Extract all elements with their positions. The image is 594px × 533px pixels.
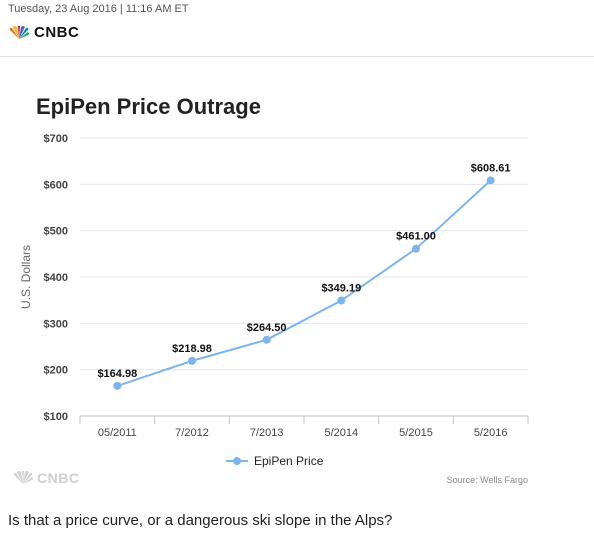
- y-tick-label: $700: [44, 133, 68, 145]
- x-tick-label: 7/2013: [250, 427, 284, 439]
- legend-label: EpiPen Price: [254, 454, 324, 468]
- cnbc-logo[interactable]: CNBC: [8, 24, 79, 41]
- data-label: $608.61: [471, 162, 511, 174]
- footer-cnbc-logo: CNBC: [12, 470, 79, 486]
- x-tick-label: 05/2011: [98, 427, 137, 439]
- y-tick-label: $100: [44, 411, 68, 423]
- peacock-icon: [9, 25, 29, 39]
- peacock-icon: [13, 471, 33, 484]
- source-note: Source: Wells Fargo: [446, 475, 528, 485]
- x-tick-label: 5/2014: [325, 427, 359, 439]
- x-tick-label: 7/2012: [175, 427, 209, 439]
- data-point: [262, 335, 271, 344]
- logo-text: CNBC: [34, 24, 80, 41]
- data-point: [337, 296, 346, 305]
- y-tick-label: $300: [44, 318, 68, 330]
- header-divider: [0, 56, 594, 57]
- data-label: $218.98: [172, 343, 212, 355]
- chart-title: EpiPen Price Outrage: [36, 94, 261, 119]
- legend[interactable]: EpiPen Price: [226, 454, 323, 468]
- data-point: [486, 176, 495, 185]
- series-line: [117, 179, 492, 387]
- data-label: $264.50: [247, 322, 287, 334]
- legend-marker-icon: [226, 456, 248, 466]
- data-label: $164.98: [97, 368, 137, 380]
- data-point: [412, 244, 420, 253]
- chart: EpiPen Price Outrage $100 $200 $300 $400 $50…: [8, 80, 594, 490]
- data-label: $461.00: [396, 231, 436, 243]
- footer-logo-text: CNBC: [37, 470, 80, 486]
- y-tick-label: $600: [44, 179, 68, 191]
- data-label: $349.19: [321, 283, 361, 295]
- x-tick-label: 5/2016: [474, 427, 508, 439]
- data-point: [113, 381, 122, 390]
- x-tick-label: 5/2015: [399, 427, 433, 439]
- y-tick-label: $400: [44, 272, 68, 284]
- y-tick-label: $200: [44, 365, 68, 377]
- caption: Is that a price curve, or a dangerous sk…: [8, 512, 393, 529]
- data-point: [188, 356, 196, 365]
- chart-plot: $100 $200 $300 $400 $500 $600 $700 05/2011 7/201…: [19, 133, 529, 439]
- y-tick-label: $500: [44, 226, 68, 238]
- timestamp: Tuesday, 23 Aug 2016 | 11:16 AM ET: [8, 3, 189, 15]
- y-axis-label: U.S. Dollars: [19, 245, 33, 309]
